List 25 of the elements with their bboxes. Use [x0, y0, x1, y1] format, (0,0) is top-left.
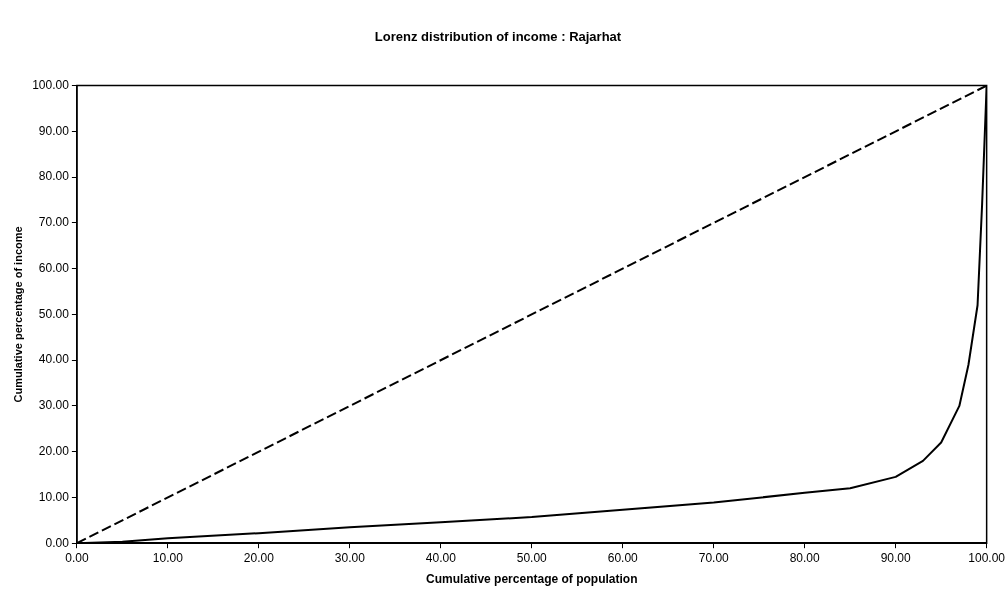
x-tick-label: 0.00 [65, 550, 89, 565]
chart-title: Lorenz distribution of income : Rajarhat [374, 29, 622, 45]
x-tick-label: 30.00 [334, 550, 366, 565]
y-tick-label: 80.00 [38, 169, 70, 184]
x-tick-label: 10.00 [152, 550, 184, 565]
x-axis-title: Cumulative percentage of population [426, 572, 638, 587]
x-tick-label: 90.00 [880, 550, 912, 565]
x-tick-label: 100.00 [968, 550, 1006, 565]
y-tick-label: 0.00 [45, 535, 70, 550]
x-tick-label: 60.00 [607, 550, 639, 565]
y-tick-label: 40.00 [38, 352, 70, 367]
x-tick-label: 40.00 [425, 550, 457, 565]
x-tick-label: 80.00 [789, 550, 821, 565]
y-tick-label: 50.00 [38, 306, 70, 321]
x-tick-label: 70.00 [698, 550, 730, 565]
y-axis-title: Cumulative percentage of income [11, 226, 24, 403]
y-tick-label: 10.00 [38, 489, 70, 504]
y-tick-label: 20.00 [38, 443, 70, 458]
y-tick-label: 30.00 [38, 398, 70, 413]
x-tick-label: 50.00 [516, 550, 548, 565]
x-tick-label: 20.00 [243, 550, 275, 565]
y-tick-label: 100.00 [32, 77, 70, 92]
y-tick-label: 90.00 [38, 123, 70, 138]
y-tick-label: 60.00 [38, 260, 70, 275]
y-tick-label: 70.00 [38, 215, 70, 230]
